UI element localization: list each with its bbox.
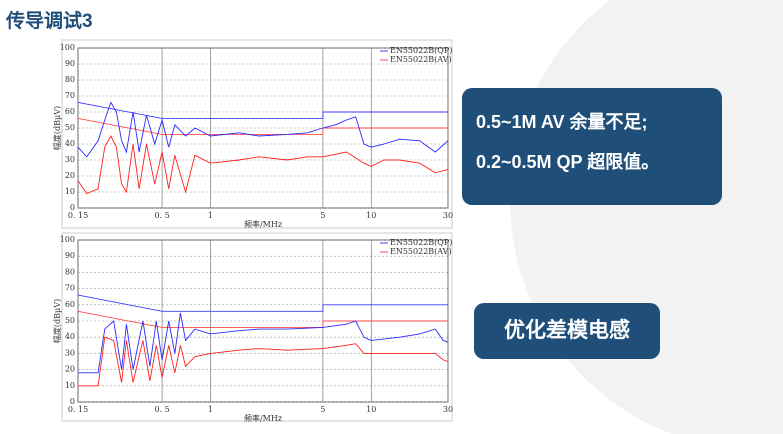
slide-title: 传导调试3 [6, 11, 93, 32]
chart: 0 10 20 30 40 50 60 70 80 90 100 0. 15 0. 5 1 5 10 30 频率/… [52, 232, 453, 423]
x-tick-label: 5 [320, 405, 325, 414]
x-tick-label: 0. 15 [68, 405, 88, 414]
y-tick-label: 70 [65, 91, 75, 100]
callout-line: 0.5~1M AV 余量不足; [476, 112, 648, 132]
y-axis-label: 幅度(dBμV) [52, 106, 62, 150]
x-tick-label: 1 [208, 211, 213, 220]
series-line [77, 135, 449, 195]
x-tick-label: 5 [320, 211, 325, 220]
x-tick-label: 0. 5 [154, 405, 169, 414]
y-tick-label: 20 [65, 365, 75, 374]
x-tick-label: 1 [208, 405, 213, 414]
button[interactable]: 优化差模电感 [474, 303, 660, 359]
y-tick-label: 90 [65, 251, 75, 260]
y-tick-label: 40 [65, 332, 75, 341]
series-line [77, 101, 449, 158]
x-tick-label: 0. 15 [68, 211, 88, 220]
chart: 0 10 20 30 40 50 60 70 80 90 100 0. 15 0. 5 1 5 10 30 频率/… [52, 39, 453, 229]
x-tick-label: 0. 5 [154, 211, 169, 220]
y-tick-label: 100 [60, 235, 75, 244]
y-tick-label: 30 [65, 155, 75, 164]
x-tick-label: 30 [443, 211, 453, 220]
y-tick-label: 30 [65, 348, 75, 357]
y-tick-label: 10 [65, 187, 75, 196]
y-tick-label: 10 [65, 381, 75, 390]
callout: 0.5~1M AV 余量不足; 0.2~0.5M QP 超限值。 [462, 88, 722, 205]
y-tick-label: 0 [70, 397, 75, 406]
series-line [77, 294, 448, 312]
x-axis-label: 频率/MHz [244, 219, 282, 229]
y-tick-label: 80 [65, 75, 75, 84]
y-tick-label: 100 [60, 43, 75, 52]
legend-label: EN55022B(AV) [390, 247, 452, 256]
x-tick-label: 30 [443, 405, 453, 414]
y-tick-label: 20 [65, 171, 75, 180]
series-line [78, 312, 449, 374]
legend-label: EN55022B(AV) [390, 55, 452, 64]
legend-label: EN55022B(QP) [390, 238, 452, 247]
y-tick-label: 50 [65, 316, 75, 325]
legend-label: EN55022B(QP) [390, 46, 452, 55]
y-tick-label: 70 [65, 284, 75, 293]
series-line [77, 101, 448, 119]
y-tick-label: 60 [65, 107, 75, 116]
x-tick-label: 10 [366, 211, 376, 220]
y-tick-label: 50 [65, 123, 75, 132]
y-tick-label: 80 [65, 267, 75, 276]
y-tick-label: 60 [65, 300, 75, 309]
x-tick-label: 10 [366, 405, 376, 414]
y-tick-label: 0 [70, 203, 75, 212]
series-line [78, 336, 449, 387]
x-axis-label: 频率/MHz [244, 413, 282, 423]
y-axis-label: 幅度(dBμV) [52, 299, 62, 343]
y-tick-label: 40 [65, 139, 75, 148]
y-tick-label: 90 [65, 59, 75, 68]
callout-line: 0.2~0.5M QP 超限值。 [476, 152, 660, 172]
series-line [77, 117, 448, 135]
